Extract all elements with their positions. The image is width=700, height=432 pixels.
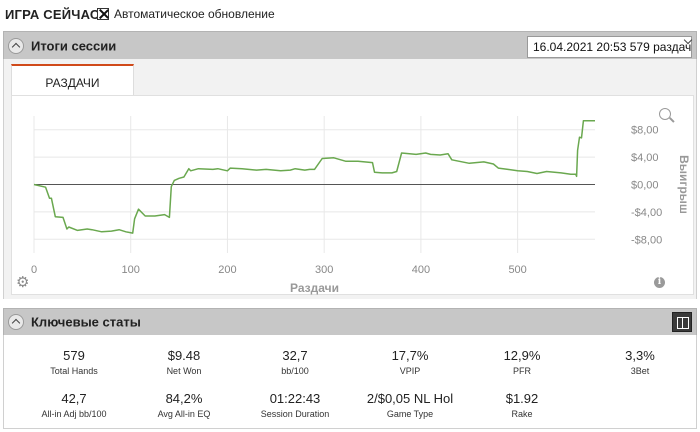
- session-select[interactable]: 16.04.2021 20:53 579 раздач): [527, 36, 692, 58]
- stat-bb-100: 32,7 bb/100: [240, 348, 350, 376]
- session-summary-header: Итоги сессии 16.04.2021 20:53 579 раздач…: [3, 31, 697, 60]
- tab-hands-label: РАЗДАЧИ: [45, 76, 100, 90]
- top-bar: ИГРА СЕЙЧАС Автоматическое обновление: [0, 0, 700, 30]
- stat-pfr: 12,9% PFR: [467, 348, 577, 376]
- stat-label: VPIP: [399, 366, 421, 376]
- stat-net-won: $9.48 Net Won: [129, 348, 239, 376]
- stat-label: Rake: [511, 409, 533, 419]
- key-stats-header: Ключевые статы: [3, 308, 697, 336]
- series-line-0: [33, 120, 595, 234]
- x-axis-label: Раздачи: [290, 281, 339, 295]
- stat-label: 3Bet: [630, 366, 650, 376]
- stat-rake: $1.92 Rake: [467, 391, 577, 419]
- auto-update-label: Автоматическое обновление: [114, 7, 275, 21]
- stat-avg-allin-eq: 84,2% Avg All-in EQ: [129, 391, 239, 419]
- session-select-value: 16.04.2021 20:53 579 раздач): [533, 40, 692, 54]
- auto-update-checkbox[interactable]: [97, 8, 109, 20]
- stat-3bet: 3,3% 3Bet: [585, 348, 695, 376]
- stat-label: Game Type: [386, 409, 434, 419]
- magnifier-icon[interactable]: [659, 108, 671, 120]
- stat-total-hands: 579 Total Hands: [19, 348, 129, 376]
- winnings-chart: 0 100 200 300 400 500 $8,00 $4,00 $0,00 -$4,00 -$8…: [31, 116, 691, 295]
- key-stats-title: Ключевые статы: [31, 314, 141, 330]
- stat-value: 579: [63, 348, 85, 363]
- y-tick-label: $0,00: [631, 180, 659, 192]
- stat-value: 42,7: [61, 391, 87, 406]
- stat-value: 17,7%: [391, 348, 429, 363]
- chart-panel: РАЗДАЧИ 0 100 200 300 400 500 $8,00 $4,00 $0,00 -…: [3, 59, 697, 299]
- x-tick-label: 100: [122, 264, 140, 276]
- auto-update-toggle[interactable]: Автоматическое обновление: [97, 7, 275, 21]
- stat-value: 32,7: [282, 348, 308, 363]
- gear-icon[interactable]: ⚙: [16, 274, 30, 291]
- stat-value: $9.48: [167, 348, 201, 363]
- x-tick-label: 200: [218, 264, 236, 276]
- x-tick-label: 500: [508, 264, 526, 276]
- y-tick-label: $8,00: [631, 125, 659, 137]
- stat-session-duration: 01:22:43 Session Duration: [240, 391, 350, 419]
- stat-label: PFR: [513, 366, 531, 376]
- now-playing-title: ИГРА СЕЙЧАС: [5, 7, 100, 22]
- chevron-up-icon[interactable]: [8, 314, 24, 330]
- chevron-up-icon[interactable]: [8, 37, 24, 54]
- x-tick-label: 400: [412, 264, 430, 276]
- tab-hands[interactable]: РАЗДАЧИ: [11, 64, 134, 96]
- stat-vpip: 17,7% VPIP: [355, 348, 465, 376]
- stat-value: 2/$0,05 NL Hol: [366, 391, 454, 406]
- stat-label: Session Duration: [260, 409, 330, 419]
- stat-value: 01:22:43: [269, 391, 321, 406]
- x-tick-label: 0: [31, 264, 37, 276]
- y-tick-label: -$8,00: [631, 234, 662, 246]
- y-tick-label: $4,00: [631, 152, 659, 164]
- chart-area: 0 100 200 300 400 500 $8,00 $4,00 $0,00 -$4,00 -$8…: [11, 95, 694, 295]
- stat-game-type: 2/$0,05 NL Hol Game Type: [355, 391, 465, 419]
- info-icon[interactable]: i: [654, 277, 665, 288]
- stat-label: All-in Adj bb/100: [41, 409, 107, 419]
- key-stats-panel: 579 Total Hands $9.48 Net Won 32,7 bb/10…: [3, 335, 697, 429]
- y-axis-label: Выигрыш: [677, 155, 691, 214]
- stat-label: Total Hands: [50, 366, 98, 376]
- stat-value: $1.92: [505, 391, 539, 406]
- stat-allin-adj-bb-100: 42,7 All-in Adj bb/100: [19, 391, 129, 419]
- layout-toggle-icon[interactable]: [672, 312, 692, 332]
- stat-value: 3,3%: [625, 348, 655, 363]
- y-tick-label: -$4,00: [631, 207, 662, 219]
- x-tick-label: 300: [315, 264, 333, 276]
- stat-value: 12,9%: [503, 348, 541, 363]
- stat-label: Avg All-in EQ: [157, 409, 211, 419]
- session-summary-title: Итоги сессии: [31, 38, 117, 53]
- stat-value: 84,2%: [165, 391, 203, 406]
- stat-label: bb/100: [281, 366, 309, 376]
- stat-label: Net Won: [166, 366, 202, 376]
